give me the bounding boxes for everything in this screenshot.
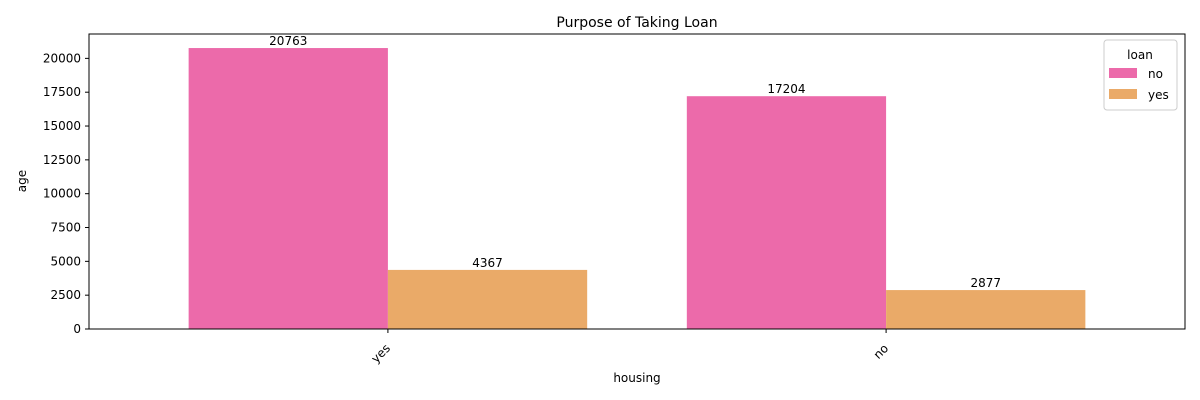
bar-yes-yes	[387, 269, 588, 329]
x-tick-label: yes	[368, 341, 393, 366]
y-axis: 0 2500 5000 7500 10000 12500 15000 17500 20000	[43, 51, 89, 336]
legend-label-no: no	[1148, 67, 1163, 81]
legend-swatch-yes	[1109, 89, 1137, 99]
bars-group	[188, 48, 1086, 329]
bar-value-label: 4367	[472, 256, 503, 270]
bar-no-no	[686, 96, 887, 329]
y-axis-label: age	[15, 170, 29, 192]
plot-frame	[88, 33, 1186, 330]
x-axis: yes no	[368, 329, 891, 366]
y-tick-label: 15000	[43, 119, 81, 133]
legend-title: loan	[1127, 48, 1153, 62]
y-tick-label: 0	[73, 322, 81, 336]
legend-entries: no yes	[1109, 67, 1169, 102]
bar-value-label: 17204	[767, 82, 805, 96]
x-tick-label: no	[871, 341, 891, 361]
bar-no-yes	[188, 48, 388, 329]
legend: loan no yes	[1103, 39, 1178, 111]
chart-title: Purpose of Taking Loan	[556, 15, 717, 31]
bar-labels-group: 20763 17204 4367 2877	[269, 34, 1001, 290]
y-tick-label: 20000	[43, 51, 81, 65]
legend-label-yes: yes	[1148, 88, 1169, 102]
y-tick-label: 7500	[50, 221, 81, 235]
y-tick-label: 2500	[50, 288, 81, 302]
x-axis-label: housing	[613, 371, 660, 385]
bar-value-label: 2877	[970, 276, 1001, 290]
y-tick-label: 5000	[50, 254, 81, 268]
y-tick-label: 17500	[43, 85, 81, 99]
y-tick-label: 10000	[43, 187, 81, 201]
y-tick-label: 12500	[43, 153, 81, 167]
legend-swatch-no	[1109, 68, 1137, 78]
bar-value-label: 20763	[269, 34, 307, 48]
bar-yes-no	[886, 290, 1086, 329]
